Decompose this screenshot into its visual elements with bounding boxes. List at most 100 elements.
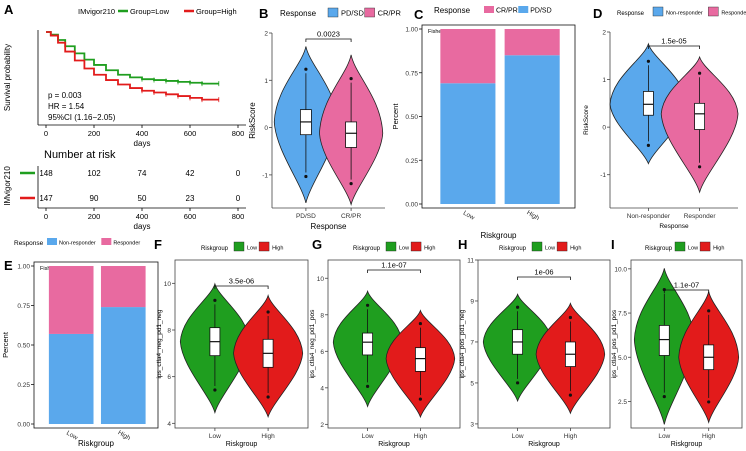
- plot-frame: [477, 259, 611, 429]
- outlier-point: [304, 174, 308, 179]
- x-tick-label: High: [525, 209, 540, 222]
- box: [643, 91, 654, 116]
- x-axis-title: Riskgroup: [480, 231, 517, 240]
- outlier-point: [366, 303, 370, 307]
- y-tick-label: 10.0: [614, 266, 627, 273]
- legend-swatch: [708, 6, 719, 17]
- panel-f: F Riskgroup Low High 4 6 8 10 ips_ctla4_neg_pd1_…: [154, 237, 309, 448]
- bar-segment-responder: [48, 266, 94, 334]
- panel-label-a: A: [4, 2, 14, 17]
- bar-segment-nonresponder: [48, 333, 94, 424]
- significance-bracket: [648, 45, 700, 49]
- risk-count-high: 23: [186, 194, 195, 203]
- x-tick-label-a: 600: [184, 129, 197, 138]
- legend-label: PD/SD: [530, 8, 551, 15]
- box: [658, 325, 670, 356]
- risk-x-tick-label: 200: [88, 212, 101, 221]
- y-axis-title: ips_ctla4_pos_pd1_neg: [459, 309, 466, 378]
- y-tick-label: 0: [264, 125, 268, 132]
- legend-label: PD/SD: [341, 9, 365, 18]
- legend-label: CR/PR: [378, 9, 402, 18]
- x-axis-title: Response: [659, 223, 689, 230]
- risk-count-high: 50: [138, 194, 147, 203]
- y-tick-label: 7.5: [618, 311, 627, 318]
- legend-label: Responder: [113, 241, 140, 247]
- outlier-point: [568, 393, 573, 397]
- y-tick-label: 1.00: [17, 264, 30, 271]
- outlier-point: [418, 321, 422, 326]
- legend-label: Low: [688, 246, 698, 252]
- y-axis-title: Percent: [391, 103, 400, 130]
- panel-i: I Riskgroup Low High2.55.07.510.0ips_ctla4_…: [611, 237, 743, 448]
- box: [414, 347, 426, 372]
- x-tick-label: High: [414, 433, 428, 440]
- risk-count-low: 0: [236, 169, 241, 178]
- outlier-point: [707, 309, 711, 313]
- x-tick-label: High: [116, 429, 131, 442]
- y-tick-label: 1.00: [405, 27, 418, 34]
- legend-label-low: Group=Low: [130, 7, 170, 16]
- x-tick-label: PD/SD: [296, 213, 316, 220]
- y-tick-label: 2: [602, 30, 606, 37]
- legend-title: Response: [617, 11, 645, 17]
- y-tick-label: 9: [470, 298, 474, 305]
- risk-x-tick-label: 600: [184, 212, 197, 221]
- outlier-point: [568, 315, 573, 320]
- outlier-point: [646, 59, 651, 63]
- significance-bracket: [305, 38, 352, 42]
- y-tick-label: 0: [602, 125, 606, 132]
- outlier-point: [266, 395, 270, 399]
- y-tick-label: 2: [264, 31, 268, 38]
- survival-curve-high: [46, 31, 219, 101]
- risk-table-title: Number at risk: [44, 149, 116, 161]
- panel-label-i: I: [611, 237, 615, 252]
- legend-label: Low: [247, 246, 257, 252]
- stat-annotation-a: p = 0.003: [48, 91, 82, 100]
- box: [345, 121, 358, 148]
- y-tick-label: 0.75: [17, 303, 30, 310]
- x-axis-title: Riskgroup: [671, 441, 703, 448]
- legend-title: Riskgroup: [499, 246, 527, 252]
- y-tick-label: 1: [602, 77, 606, 84]
- risk-y-title: IMvigor210: [3, 166, 12, 206]
- x-tick-label: CR/PR: [341, 213, 362, 220]
- panel-label-f: F: [154, 237, 162, 252]
- legend-label: Low: [545, 246, 555, 252]
- risk-x-tick-label: 800: [232, 212, 245, 221]
- x-tick-label: Low: [512, 433, 524, 440]
- legend-swatch: [101, 238, 112, 245]
- x-axis-title: Riskgroup: [78, 439, 115, 448]
- panel-label-g: G: [312, 237, 322, 252]
- significance-bracket: [214, 285, 269, 289]
- legend-swatch: [410, 241, 422, 252]
- y-tick-label: 10: [164, 281, 172, 288]
- legend-swatch: [327, 7, 339, 18]
- legend-label: Responder: [721, 11, 746, 17]
- y-tick-label: 0.50: [17, 343, 30, 350]
- x-tick-label: Low: [362, 433, 374, 440]
- panel-e: E Response Non-responder Responder 0.00 0.25 0…: [1, 238, 159, 448]
- outlier-point: [349, 182, 353, 186]
- bar-segment-crpr: [504, 29, 560, 56]
- p-value-label: 0.0023: [317, 30, 340, 39]
- legend-swatch: [518, 6, 529, 13]
- outlier-point: [213, 388, 217, 392]
- y-tick-label: 0.50: [405, 114, 418, 121]
- outlier-point: [698, 71, 702, 75]
- legend-swatch: [364, 7, 375, 18]
- x-tick-label: Low: [658, 433, 670, 440]
- p-value-label: 1e-06: [534, 268, 553, 277]
- outlier-point: [366, 384, 370, 388]
- plot-frame: [327, 259, 461, 429]
- bar-segment-crpr: [440, 29, 496, 84]
- x-tick-label: Low: [209, 433, 221, 440]
- x-tick-label-a: 0: [44, 129, 48, 138]
- risk-count-high: 147: [39, 194, 53, 203]
- legend-title-a: IMvigor210: [78, 7, 115, 16]
- legend-label: Non-responder: [59, 241, 96, 247]
- legend-label-high: Group=High: [196, 7, 237, 16]
- y-tick-label: 0.75: [405, 70, 418, 77]
- outlier-point: [304, 67, 308, 71]
- outlier-point: [418, 397, 422, 401]
- panel-a: A IMvigor210 Group=Low Group=High 0 200 400 600…: [3, 2, 246, 231]
